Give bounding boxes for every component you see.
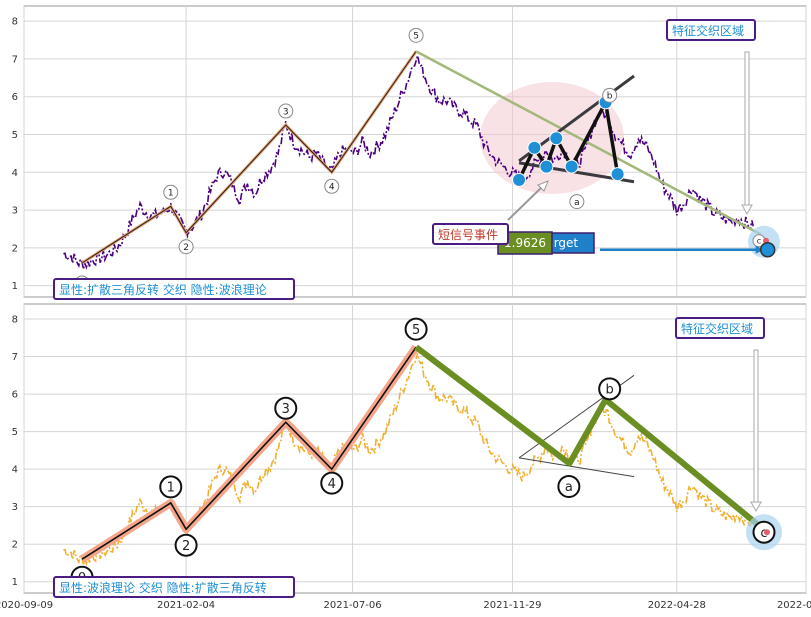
bottom-wave-4-circle [320, 471, 344, 495]
top-wave-4-label: 4 [329, 183, 335, 193]
pattern-point-marker [564, 159, 579, 174]
bot-y-tick-label: 2 [12, 540, 18, 551]
bot-y-tick-label: 7 [12, 352, 18, 363]
top-feature-label-box [666, 19, 756, 41]
bot-panel: 12345678012345abc特征交织区域显性:波浪理论 交织 隐性:扩散三… [12, 303, 807, 598]
bottom-pattern-b-label: b [606, 382, 614, 397]
bottom-wave-5-circle [404, 317, 428, 341]
pattern-point-marker [610, 167, 625, 182]
top-pattern-c-label: c [757, 237, 761, 246]
top-pattern-b-label: b [607, 92, 613, 102]
x-tick-label: 2021-07-06 [324, 600, 382, 611]
top-y-tick-label: 3 [12, 206, 18, 217]
top-y-tick-label: 6 [12, 92, 18, 103]
bottom-pattern-b-circle [598, 377, 622, 401]
top-wave-3-circle [278, 103, 294, 119]
bottom-wave-3-circle [274, 396, 298, 420]
top-pattern-label-box [53, 278, 295, 300]
pattern-point-marker [512, 172, 527, 187]
target-value: 1.9626 [504, 236, 546, 250]
top-panel: 12345678012345abcTarget1.9626短信号事件特征交织区域… [12, 5, 807, 300]
bottom-pattern-label-box [53, 576, 295, 598]
pattern-point-marker [549, 131, 564, 146]
bottom-wave-line [81, 346, 417, 560]
top-pattern-a-label: a [574, 198, 580, 208]
top-y-tick-label: 8 [12, 17, 18, 28]
bottom-feature-label-box [675, 317, 765, 339]
signal-arrow-head [537, 180, 549, 192]
bottom-wave-5-label: 5 [412, 323, 420, 338]
top-feature-arrow-head [741, 204, 753, 216]
top-wave-5-circle [408, 27, 424, 43]
price-series-line [63, 55, 755, 270]
bottom-trend-line [414, 344, 763, 530]
bottom-feature-arrow-head [750, 501, 762, 513]
top-plot-area [23, 5, 807, 298]
trend-line [415, 50, 762, 236]
bottom-pattern-a-label: a [565, 480, 573, 495]
top-y-tick-label: 5 [12, 130, 18, 141]
bottom-wave-4-label: 4 [328, 477, 336, 492]
bottom-wave-1-label: 1 [167, 481, 175, 496]
pattern-point-marker [539, 159, 554, 174]
top-wave-1-circle [163, 184, 179, 200]
signal-arrow-line [507, 184, 545, 221]
x-tick-label: 2021-02-04 [157, 600, 215, 611]
top-y-tick-label: 1 [12, 281, 18, 292]
top-wave-1-label: 1 [168, 189, 174, 199]
top-pattern-label: 显性:扩散三角反转 交织 隐性:波浪理论 [59, 282, 267, 297]
x-tick-label: 2022-08-24 [777, 600, 811, 611]
top-wave-2-label: 2 [183, 243, 189, 253]
bottom-pattern-a-circle [557, 475, 581, 499]
bot-y-tick-label: 1 [12, 577, 18, 588]
top-wave-3-label: 3 [283, 107, 289, 117]
bottom-pattern-c-label: c [760, 526, 767, 541]
bottom-wave-2-label: 2 [182, 539, 190, 554]
top-pattern-a-circle [569, 194, 585, 210]
bottom-pattern-label: 显性:波浪理论 交织 隐性:扩散三角反转 [59, 580, 267, 595]
bot-y-tick-label: 6 [12, 390, 18, 401]
signal-event-label-box [432, 223, 509, 245]
top-pattern-b-circle [602, 87, 618, 103]
top-y-tick-label: 2 [12, 243, 18, 254]
bottom-c-dot [764, 529, 770, 536]
bottom-feature-label: 特征交织区域 [681, 321, 753, 336]
top-feature-label: 特征交织区域 [672, 23, 744, 38]
wave-line [81, 51, 417, 264]
bottom-wave-3-label: 3 [282, 402, 290, 417]
x-tick-label: 2022-04-28 [648, 600, 706, 611]
top-y-tick-label: 7 [12, 54, 18, 65]
bot-y-tick-label: 8 [12, 315, 18, 326]
bottom-price-series-line [63, 353, 755, 567]
x-tick-label: 2021-11-29 [483, 600, 541, 611]
target-arrow-head [755, 245, 764, 254]
signal-event-label: 短信号事件 [438, 228, 498, 242]
bot-y-tick-label: 3 [12, 502, 18, 513]
x-tick-label: 2020-09-09 [0, 600, 53, 611]
bot-y-tick-label: 5 [12, 427, 18, 438]
bot-y-tick-label: 4 [12, 465, 18, 476]
bottom-triangle-line [518, 457, 635, 478]
pattern-point-marker [527, 140, 542, 155]
target-marker [759, 242, 776, 258]
bottom-wave-1-circle [159, 475, 183, 499]
top-y-tick-label: 4 [12, 168, 18, 179]
bottom-feature-arrow-shaft [753, 349, 759, 505]
top-wave-2-circle [178, 239, 194, 255]
top-wave-5-label: 5 [413, 32, 419, 42]
top-feature-arrow-shaft [744, 51, 750, 209]
top-wave-4-circle [324, 178, 340, 194]
bottom-wave-2-circle [174, 533, 198, 557]
